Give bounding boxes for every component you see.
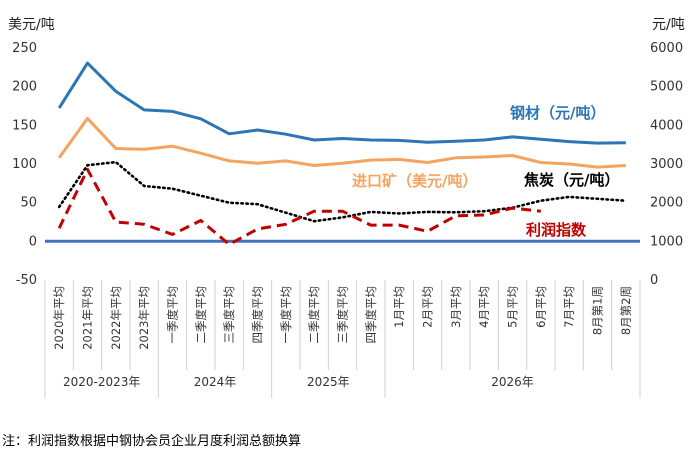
category-tick-label: 一季度平均 xyxy=(279,286,293,344)
category-tick-label: 6月平均 xyxy=(534,286,548,328)
coke-line xyxy=(57,160,628,223)
category-tick-label: 四季度平均 xyxy=(364,286,378,344)
steel-line xyxy=(57,61,626,145)
category-tick-label: 4月平均 xyxy=(477,286,491,328)
right-tick-label: 3000 xyxy=(650,157,683,172)
category-tick-label: 二季度平均 xyxy=(194,286,208,344)
ore-line xyxy=(57,116,626,169)
category-tick-label: 3月平均 xyxy=(449,286,463,328)
category-tick-label: 三季度平均 xyxy=(222,286,236,344)
category-tick-label: 8月第2周 xyxy=(619,286,633,335)
annotation-profit: 利润指数 xyxy=(526,221,587,239)
right-axis-ticks: 0 1000 2000 3000 4000 5000 6000 xyxy=(650,41,683,288)
category-tick-label: 1月平均 xyxy=(392,286,406,328)
left-tick-label: 250 xyxy=(12,41,37,56)
group-label: 2025年 xyxy=(307,375,350,389)
right-tick-label: 4000 xyxy=(650,118,683,133)
right-tick-label: 2000 xyxy=(650,196,683,211)
right-tick-label: 0 xyxy=(650,273,658,288)
annotation-steel: 钢材（元/吨） xyxy=(510,104,605,122)
category-tick-label: 二季度平均 xyxy=(307,286,321,344)
left-tick-label: 50 xyxy=(20,196,37,211)
left-tick-label: 150 xyxy=(12,118,37,133)
group-label: 2024年 xyxy=(194,375,237,389)
right-tick-label: 5000 xyxy=(650,80,683,95)
left-axis-unit: 美元/吨 xyxy=(8,17,55,33)
category-labels: 2020年平均 2021年平均 2022年平均 2023年平均 一季度平均 二季度平均 三季… xyxy=(52,286,633,350)
category-tick-label: 2020年平均 xyxy=(52,286,66,350)
series-lines xyxy=(45,61,640,246)
annotation-coke: 焦炭（元/吨） xyxy=(523,171,619,189)
category-tick-label: 2021年平均 xyxy=(81,286,95,350)
category-tick-label: 7月平均 xyxy=(562,286,576,328)
left-tick-label: 200 xyxy=(12,80,37,95)
category-tick-label: 8月第1周 xyxy=(591,286,605,335)
right-tick-label: 6000 xyxy=(650,41,683,56)
right-tick-label: 1000 xyxy=(650,234,683,249)
left-axis-ticks: -50 0 50 100 150 200 250 xyxy=(12,41,37,288)
group-labels: 2020-2023年 2024年 2025年 2026年 xyxy=(63,375,534,389)
right-axis-unit: 元/吨 xyxy=(652,17,685,33)
category-tick-label: 一季度平均 xyxy=(166,286,180,344)
category-tick-label: 2022年平均 xyxy=(109,286,123,350)
category-tick-label: 2023年平均 xyxy=(137,286,151,350)
category-tick-label: 三季度平均 xyxy=(336,286,350,344)
category-tick-label: 5月平均 xyxy=(506,286,520,328)
category-tick-label: 2月平均 xyxy=(421,286,435,328)
category-tick-label: 四季度平均 xyxy=(251,286,265,344)
group-label: 2026年 xyxy=(491,375,534,389)
left-tick-label: 100 xyxy=(12,157,37,172)
group-label: 2020-2023年 xyxy=(63,375,140,389)
footnote: 注：利润指数根据中钢协会员企业月度利润总额换算 xyxy=(2,434,302,449)
profit-index-line xyxy=(57,167,541,246)
category-axis-frame xyxy=(44,280,641,398)
annotation-ore: 进口矿（美元/吨） xyxy=(352,172,477,190)
left-tick-label: -50 xyxy=(16,273,37,288)
left-tick-label: 0 xyxy=(29,234,37,249)
